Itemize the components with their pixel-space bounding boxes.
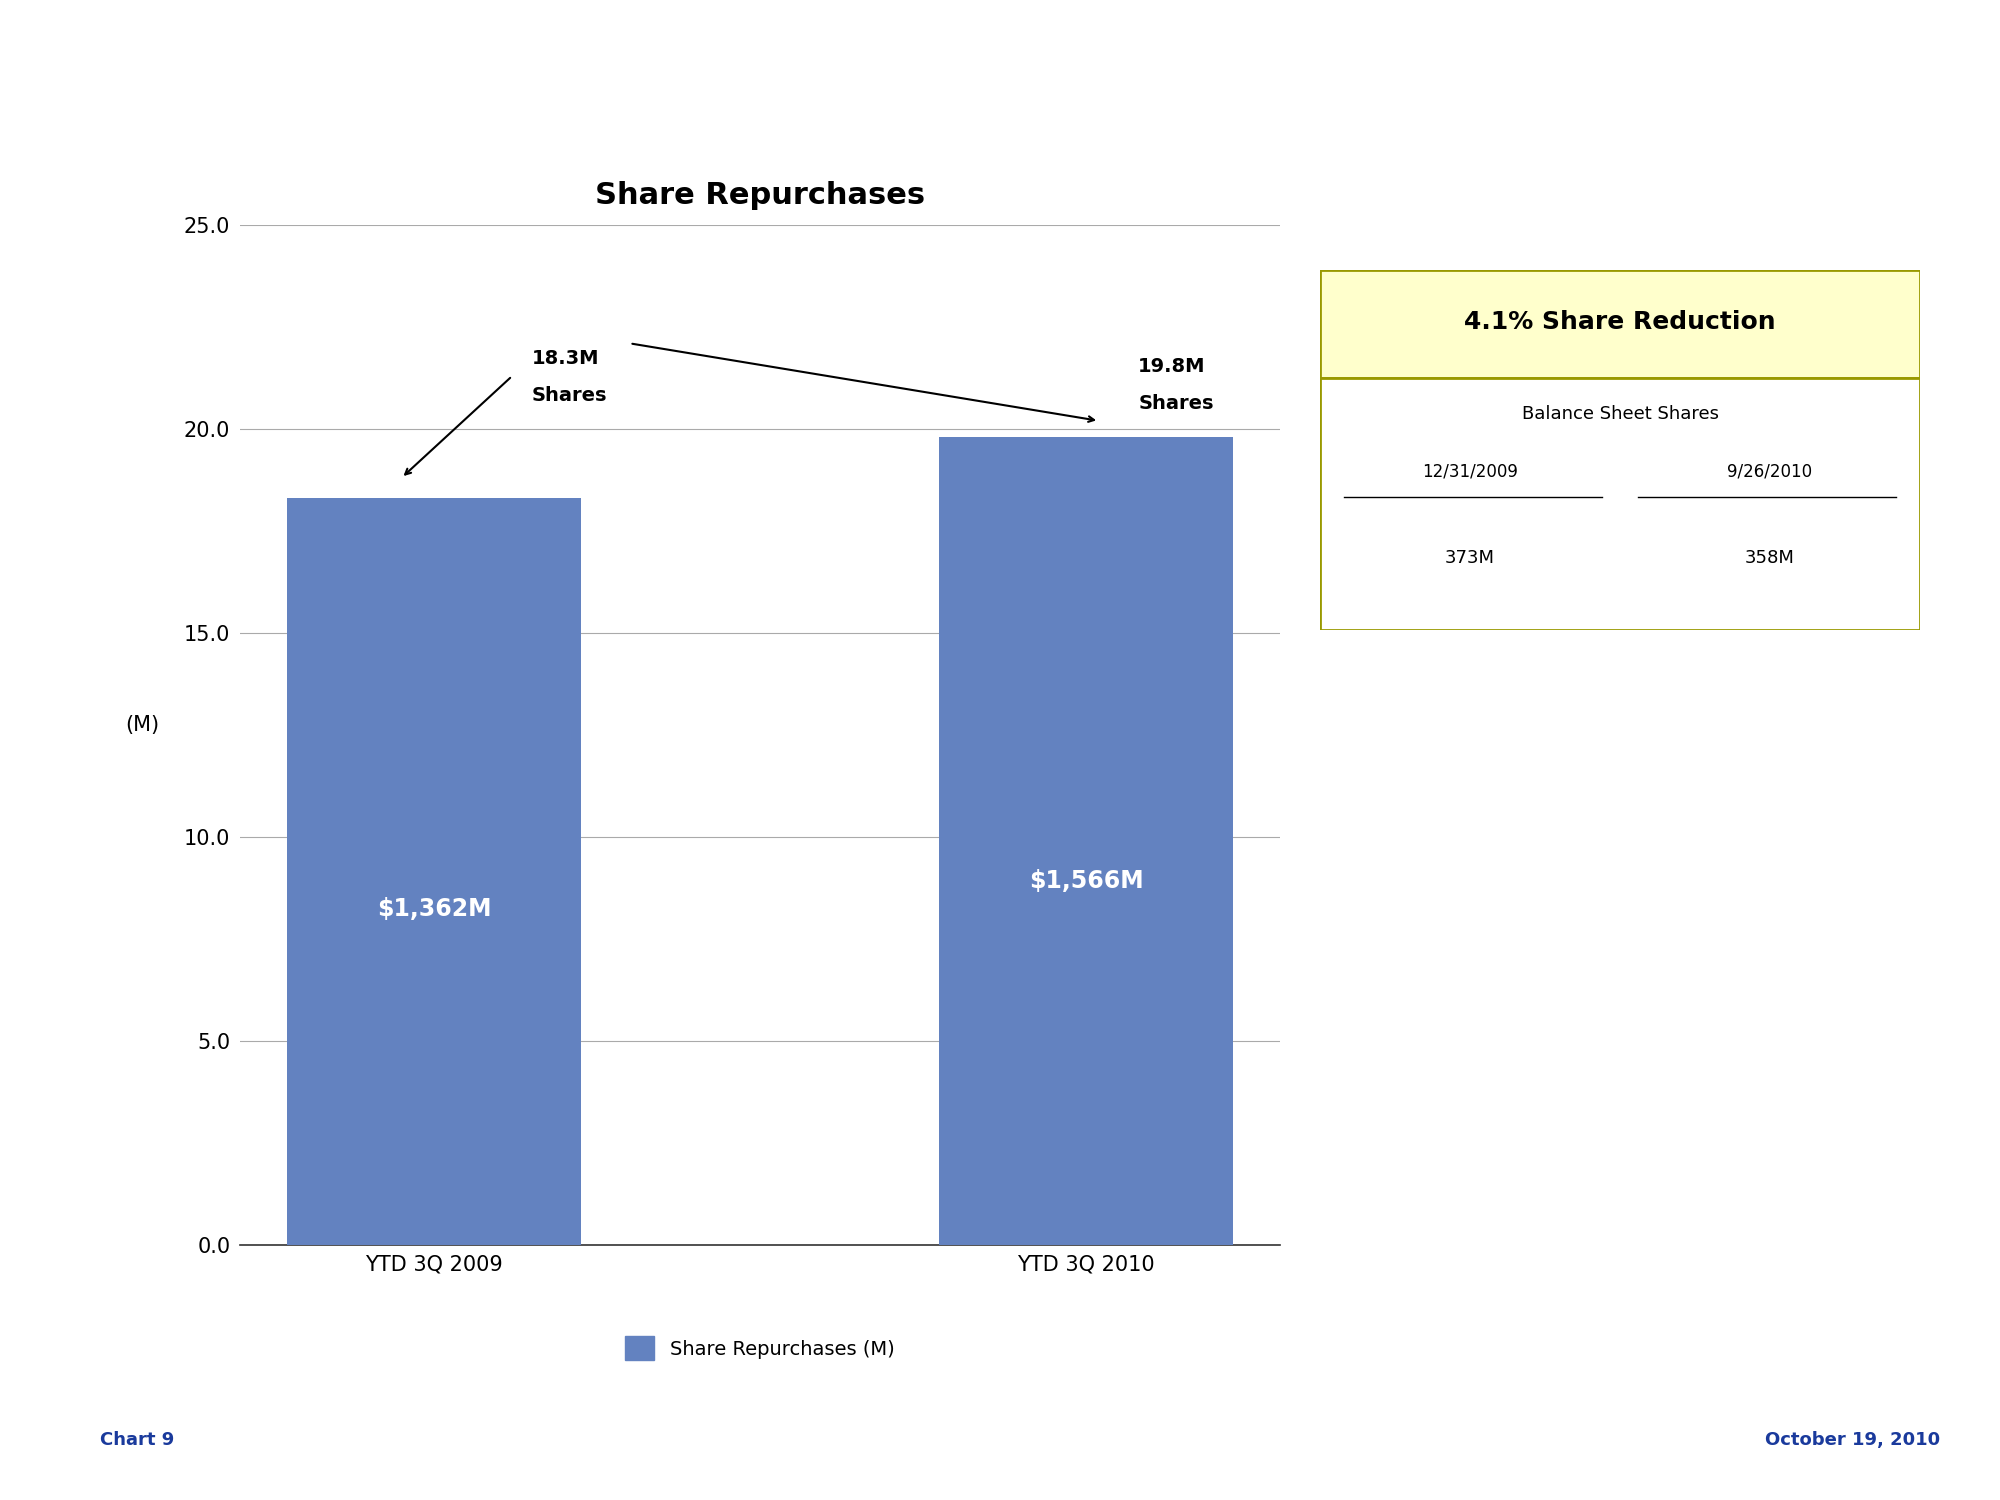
FancyBboxPatch shape [1320,378,1920,630]
Text: 373M: 373M [1444,549,1496,567]
Text: $1,362M: $1,362M [376,897,492,921]
Text: Share Repurchase Activity: Share Repurchase Activity [156,84,1020,141]
Text: 358M: 358M [1746,549,1794,567]
Legend: Share Repurchases (M): Share Repurchases (M) [618,1329,902,1368]
Y-axis label: (M): (M) [126,716,160,735]
Text: $1,566M: $1,566M [1028,870,1144,894]
Text: Balance Sheet Shares: Balance Sheet Shares [1522,405,1718,423]
Text: 9/26/2010: 9/26/2010 [1728,462,1812,480]
Text: Chart 9: Chart 9 [100,1431,174,1449]
Text: 12/31/2009: 12/31/2009 [1422,462,1518,480]
Bar [940,436,1232,1245]
Text: 19.8M: 19.8M [1138,357,1206,376]
Text: 4.1% Share Reduction: 4.1% Share Reduction [1464,310,1776,334]
FancyBboxPatch shape [1320,270,1920,378]
Text: 18.3M: 18.3M [532,350,600,368]
Text: Shares: Shares [532,386,608,405]
Text: October 19, 2010: October 19, 2010 [1764,1431,1940,1449]
Text: Opportunistic Share Repurchases Continuing: Opportunistic Share Repurchases Continui… [634,1335,1406,1365]
Title: Share Repurchases: Share Repurchases [594,182,926,210]
Text: Shares: Shares [1138,393,1214,412]
Bar [288,498,580,1245]
